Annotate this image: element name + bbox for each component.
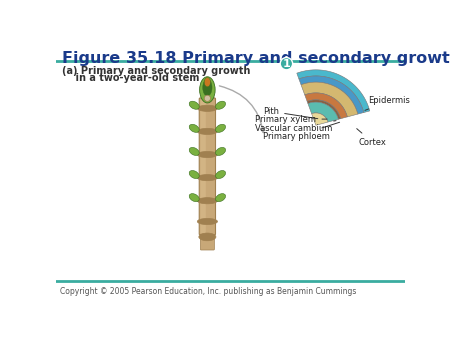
Ellipse shape — [216, 170, 225, 178]
Text: Pith: Pith — [263, 107, 318, 119]
Text: Copyright © 2005 Pearson Education, Inc. publishing as Benjamin Cummings: Copyright © 2005 Pearson Education, Inc.… — [60, 287, 356, 296]
Ellipse shape — [189, 101, 199, 109]
FancyBboxPatch shape — [200, 100, 206, 233]
FancyBboxPatch shape — [200, 235, 214, 250]
Ellipse shape — [189, 194, 199, 202]
Ellipse shape — [200, 77, 215, 103]
Polygon shape — [299, 76, 364, 114]
Polygon shape — [312, 113, 328, 125]
Ellipse shape — [197, 174, 217, 181]
Ellipse shape — [197, 198, 217, 204]
Ellipse shape — [197, 151, 217, 158]
Text: Vascular cambium: Vascular cambium — [256, 121, 336, 133]
Text: Figure 35.18 Primary and secondary growth of a stem (layer 1): Figure 35.18 Primary and secondary growt… — [62, 51, 450, 66]
Ellipse shape — [216, 124, 225, 132]
Polygon shape — [308, 102, 338, 122]
Text: Primary xylem: Primary xylem — [256, 115, 327, 124]
FancyBboxPatch shape — [199, 98, 216, 235]
Polygon shape — [307, 100, 341, 119]
Polygon shape — [297, 70, 370, 113]
Ellipse shape — [197, 128, 217, 135]
Ellipse shape — [189, 147, 199, 155]
Text: Cortex: Cortex — [357, 129, 387, 147]
Circle shape — [280, 57, 293, 70]
Ellipse shape — [199, 233, 216, 241]
Ellipse shape — [216, 101, 225, 109]
Ellipse shape — [216, 147, 225, 155]
FancyArrowPatch shape — [220, 86, 265, 132]
Ellipse shape — [197, 105, 217, 112]
Ellipse shape — [197, 218, 217, 224]
Ellipse shape — [204, 77, 211, 87]
Text: Epidermis: Epidermis — [365, 96, 410, 111]
Ellipse shape — [216, 194, 225, 202]
Circle shape — [204, 95, 211, 101]
Ellipse shape — [189, 124, 199, 132]
Text: (a) Primary and secondary growth: (a) Primary and secondary growth — [63, 66, 251, 76]
Ellipse shape — [202, 79, 212, 96]
Text: Primary phloem: Primary phloem — [263, 122, 340, 141]
Text: 1: 1 — [283, 59, 290, 69]
Text: in a two-year-old stem: in a two-year-old stem — [63, 73, 200, 83]
Polygon shape — [305, 93, 347, 119]
Polygon shape — [301, 82, 358, 117]
Ellipse shape — [189, 170, 199, 178]
